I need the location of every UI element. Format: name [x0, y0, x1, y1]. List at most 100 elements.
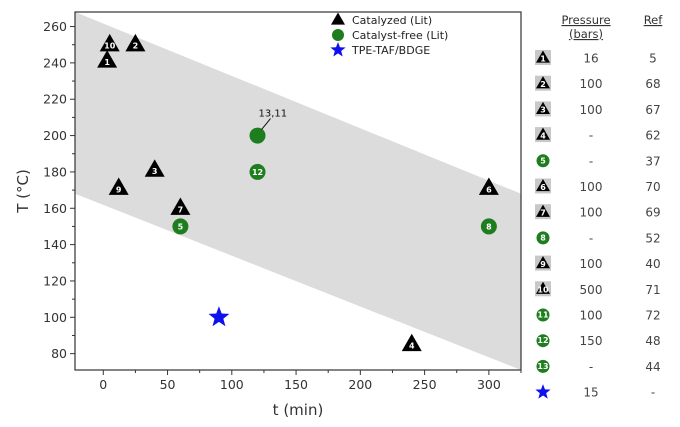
shaded-band-layer	[75, 12, 521, 370]
x-tick-label: 100	[220, 377, 244, 392]
table-cell-ref: 71	[645, 283, 660, 297]
table-cell-pressure: 16	[583, 52, 598, 66]
table-cell-ref: 37	[645, 154, 660, 168]
plot-frame	[74, 11, 522, 371]
catalyzed-point-label: 9	[116, 185, 122, 194]
catalyst-free-point-label: 5	[178, 222, 184, 231]
annotation-label: 13,11	[259, 109, 288, 120]
table-row-circle-icon	[536, 334, 550, 348]
catalyzed-point-label: 1	[104, 58, 110, 67]
table-cell-ref: 70	[645, 180, 660, 194]
catalyst-free-point-label: 12	[252, 168, 263, 177]
table-cell-pressure: -	[589, 231, 593, 245]
table-row-circle-icon	[536, 359, 550, 373]
catalyzed-point-label: 6	[486, 185, 492, 194]
table-cell-ref: 44	[645, 360, 660, 374]
table-header-pressure-unit: (bars)	[569, 27, 603, 41]
catalyzed-point-label: 10	[104, 42, 116, 51]
table-cell-ref: -	[651, 386, 655, 400]
x-tick-label: 250	[413, 377, 437, 392]
table-row-triangle-icon	[536, 178, 550, 192]
table-row-triangle-icon	[536, 50, 550, 63]
legend-entry-label: Catalyst-free (Lit)	[352, 29, 448, 42]
table-cell-ref: 72	[645, 309, 660, 323]
catalyzed-point-10	[99, 33, 120, 52]
table-row-triangle-icon	[536, 76, 550, 89]
y-axis-title: T (°C)	[14, 169, 32, 214]
legend-entry-label: Catalyzed (Lit)	[352, 14, 432, 27]
table-cell-pressure: 100	[580, 103, 603, 117]
x-tick-label: 50	[160, 377, 176, 392]
table-row-star-icon	[535, 384, 551, 399]
table-cell-pressure: -	[589, 360, 593, 374]
table-row-icon-label: 5	[540, 156, 546, 165]
catalyzed-point-label: 4	[409, 342, 415, 351]
x-tick-label: 300	[477, 377, 501, 392]
legend-star-icon	[330, 42, 346, 57]
table-row-icon-label: 11	[537, 311, 549, 320]
table-row-icon-label: 2	[540, 80, 546, 89]
table-row-icon-label: 9	[540, 260, 546, 269]
table-cell-ref: 62	[645, 129, 660, 143]
shaded-band	[75, 12, 521, 370]
table-cell-pressure: 15	[583, 386, 598, 400]
y-tick-label: 120	[43, 273, 67, 288]
tpe-taf-bdge-point	[208, 306, 230, 327]
table-row-triangle-icon	[536, 127, 550, 140]
catalyst-free-point-8	[480, 218, 497, 235]
x-tick-label: 0	[99, 377, 107, 392]
table-cell-pressure: 100	[580, 309, 603, 323]
y-tick-label: 200	[43, 128, 67, 143]
legend-circle-icon	[332, 29, 344, 41]
table-cell-ref: 69	[645, 206, 660, 220]
axis-ticks-layer: 0 50 100 150 200 250 3008010012014016018020022…	[43, 19, 522, 392]
legend: Catalyzed (Lit) Catalyst-free (Lit) TPE-TA…	[330, 12, 448, 57]
table-cell-pressure: 100	[580, 257, 603, 271]
catalyzed-point-7	[170, 197, 191, 215]
table-cell-ref: 40	[645, 257, 660, 271]
table-row-icon-label: 12	[537, 336, 548, 345]
catalyzed-point-3	[144, 159, 165, 177]
table-row-triangle-icon	[536, 204, 550, 217]
y-tick-label: 240	[43, 55, 67, 70]
table-row-icon-label: 6	[540, 183, 546, 192]
table-cell-ref: 68	[645, 77, 660, 91]
annotated-point	[249, 127, 266, 144]
table-row-triangle-icon	[536, 256, 550, 269]
table-row-icon-label: 3	[540, 106, 546, 115]
catalyzed-point-label: 7	[178, 205, 184, 214]
x-axis-title: t (min)	[273, 401, 324, 419]
y-tick-label: 220	[43, 92, 67, 107]
catalyzed-point-6	[478, 177, 499, 195]
table-cell-ref: 5	[649, 52, 657, 66]
legend-triangle-icon	[331, 12, 345, 25]
y-tick-label: 260	[43, 19, 67, 34]
y-tick-label: 160	[43, 201, 67, 216]
table-row-circle-icon	[536, 154, 550, 168]
table-cell-pressure: -	[589, 154, 593, 168]
table-row-icon-label: 10	[537, 286, 549, 295]
table-row-triangle-icon	[536, 101, 550, 115]
annotation-leader-line	[261, 118, 271, 130]
y-tick-label: 80	[51, 346, 67, 361]
table-cell-ref: 48	[645, 334, 660, 348]
table-cell-ref: 52	[645, 231, 660, 245]
catalyzed-point-1	[97, 50, 118, 68]
catalyst-free-point-label: 8	[486, 222, 492, 231]
catalyzed-point-2	[125, 33, 146, 52]
catalyst-free-point-5	[172, 218, 189, 235]
legend-entry-label: TPE-TAF/BDGE	[351, 44, 430, 57]
table-row-icon-label: 8	[540, 233, 546, 242]
catalyzed-point-4	[401, 333, 422, 352]
table-row-icon-label: 13	[537, 362, 548, 371]
table-cell-pressure: -	[589, 129, 593, 143]
catalyzed-point-label: 2	[133, 42, 139, 51]
x-tick-label: 200	[348, 377, 372, 392]
x-tick-label: 150	[284, 377, 308, 392]
table-cell-ref: 67	[645, 103, 660, 117]
y-tick-label: 100	[43, 310, 67, 325]
table-cell-pressure: 150	[580, 334, 603, 348]
catalyzed-point-label: 3	[152, 167, 158, 176]
table-cell-pressure: 100	[580, 77, 603, 91]
